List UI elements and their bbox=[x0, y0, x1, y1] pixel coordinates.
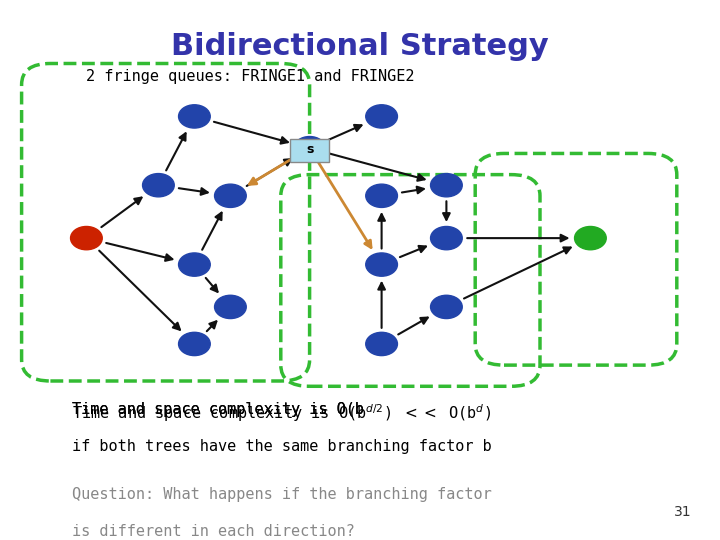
Circle shape bbox=[179, 332, 210, 356]
FancyBboxPatch shape bbox=[290, 139, 329, 163]
Text: 31: 31 bbox=[674, 504, 691, 518]
Circle shape bbox=[366, 105, 397, 128]
Circle shape bbox=[179, 253, 210, 276]
Circle shape bbox=[431, 295, 462, 319]
Circle shape bbox=[366, 253, 397, 276]
Text: is different in each direction?: is different in each direction? bbox=[72, 524, 355, 539]
Circle shape bbox=[143, 173, 174, 197]
Text: Bidirectional Strategy: Bidirectional Strategy bbox=[171, 32, 549, 60]
Text: if both trees have the same branching factor b: if both trees have the same branching fa… bbox=[72, 439, 492, 454]
Text: s: s bbox=[306, 143, 313, 156]
Circle shape bbox=[215, 295, 246, 319]
Circle shape bbox=[431, 226, 462, 250]
Text: 2 fringe queues: FRINGE1 and FRINGE2: 2 fringe queues: FRINGE1 and FRINGE2 bbox=[86, 69, 415, 84]
Circle shape bbox=[215, 184, 246, 207]
Text: Time and space complexity is O(b: Time and space complexity is O(b bbox=[72, 402, 364, 417]
Text: Question: What happens if the branching factor: Question: What happens if the branching … bbox=[72, 487, 492, 502]
Circle shape bbox=[366, 184, 397, 207]
Text: Time and space complexity is O(b$^{d/2}$) $<<$ O(b$^{d}$): Time and space complexity is O(b$^{d/2}$… bbox=[72, 402, 491, 424]
Text: Time and space complexity is O(b: Time and space complexity is O(b bbox=[72, 402, 364, 417]
Circle shape bbox=[366, 332, 397, 356]
Circle shape bbox=[431, 173, 462, 197]
Circle shape bbox=[179, 105, 210, 128]
Circle shape bbox=[294, 137, 325, 160]
Circle shape bbox=[71, 226, 102, 250]
Circle shape bbox=[575, 226, 606, 250]
